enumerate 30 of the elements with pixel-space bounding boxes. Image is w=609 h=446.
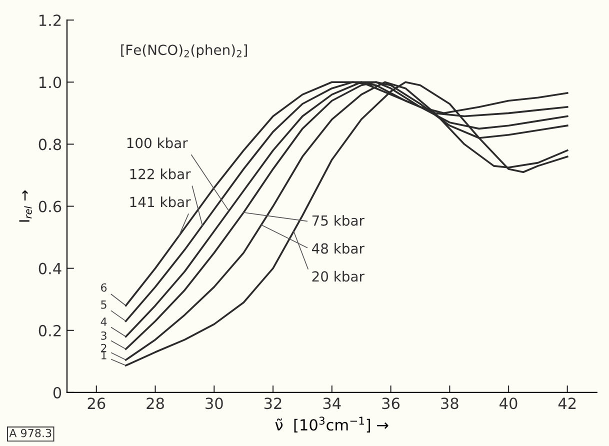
x-tick-label: 42 bbox=[558, 398, 576, 409]
y-tick-label: 0.2 bbox=[38, 324, 61, 336]
text: A 978.3 bbox=[9, 428, 52, 438]
x-tick-label: 40 bbox=[500, 398, 518, 410]
y-axis-title: I$_{rel}$ → bbox=[19, 190, 32, 222]
series-label: 4 bbox=[100, 318, 107, 326]
x-tick-label: 26 bbox=[88, 398, 106, 410]
x-tick-label: 28 bbox=[146, 398, 164, 410]
y-tick-label: 0.6 bbox=[38, 200, 62, 212]
annotation: 141 kbar bbox=[130, 196, 191, 208]
y-tick-label: 0.4 bbox=[38, 262, 62, 274]
y-tick-label: 1.2 bbox=[40, 14, 61, 26]
x-tick-label: 30 bbox=[206, 398, 223, 410]
x-axis-title: ν̃ [10$^{3}$cm$^{−1}$] → bbox=[275, 416, 388, 432]
annotation: 100 kbar bbox=[127, 137, 188, 148]
annotation: 122 kbar bbox=[130, 168, 191, 180]
x-tick-label: 38 bbox=[441, 398, 458, 410]
y-tick-label: 0.8 bbox=[38, 138, 62, 150]
x-tick-label: 36 bbox=[382, 398, 400, 410]
annotation: 75 kbar bbox=[312, 215, 364, 226]
x-tick-label: 34 bbox=[323, 398, 341, 410]
annotation: 48 kbar bbox=[312, 243, 364, 254]
series-label: 3 bbox=[101, 331, 106, 340]
text: 6 bbox=[101, 283, 107, 292]
annotation: [Fe(NCO)$_{2}$(phen)$_{2}$] bbox=[121, 44, 247, 58]
annotation: 20 kbar bbox=[312, 270, 364, 282]
x-tick-label: 32 bbox=[264, 398, 282, 410]
y-tick-label: 0 bbox=[53, 386, 62, 398]
y-tick-label: 1.0 bbox=[40, 76, 62, 88]
text: 5 bbox=[101, 300, 106, 309]
